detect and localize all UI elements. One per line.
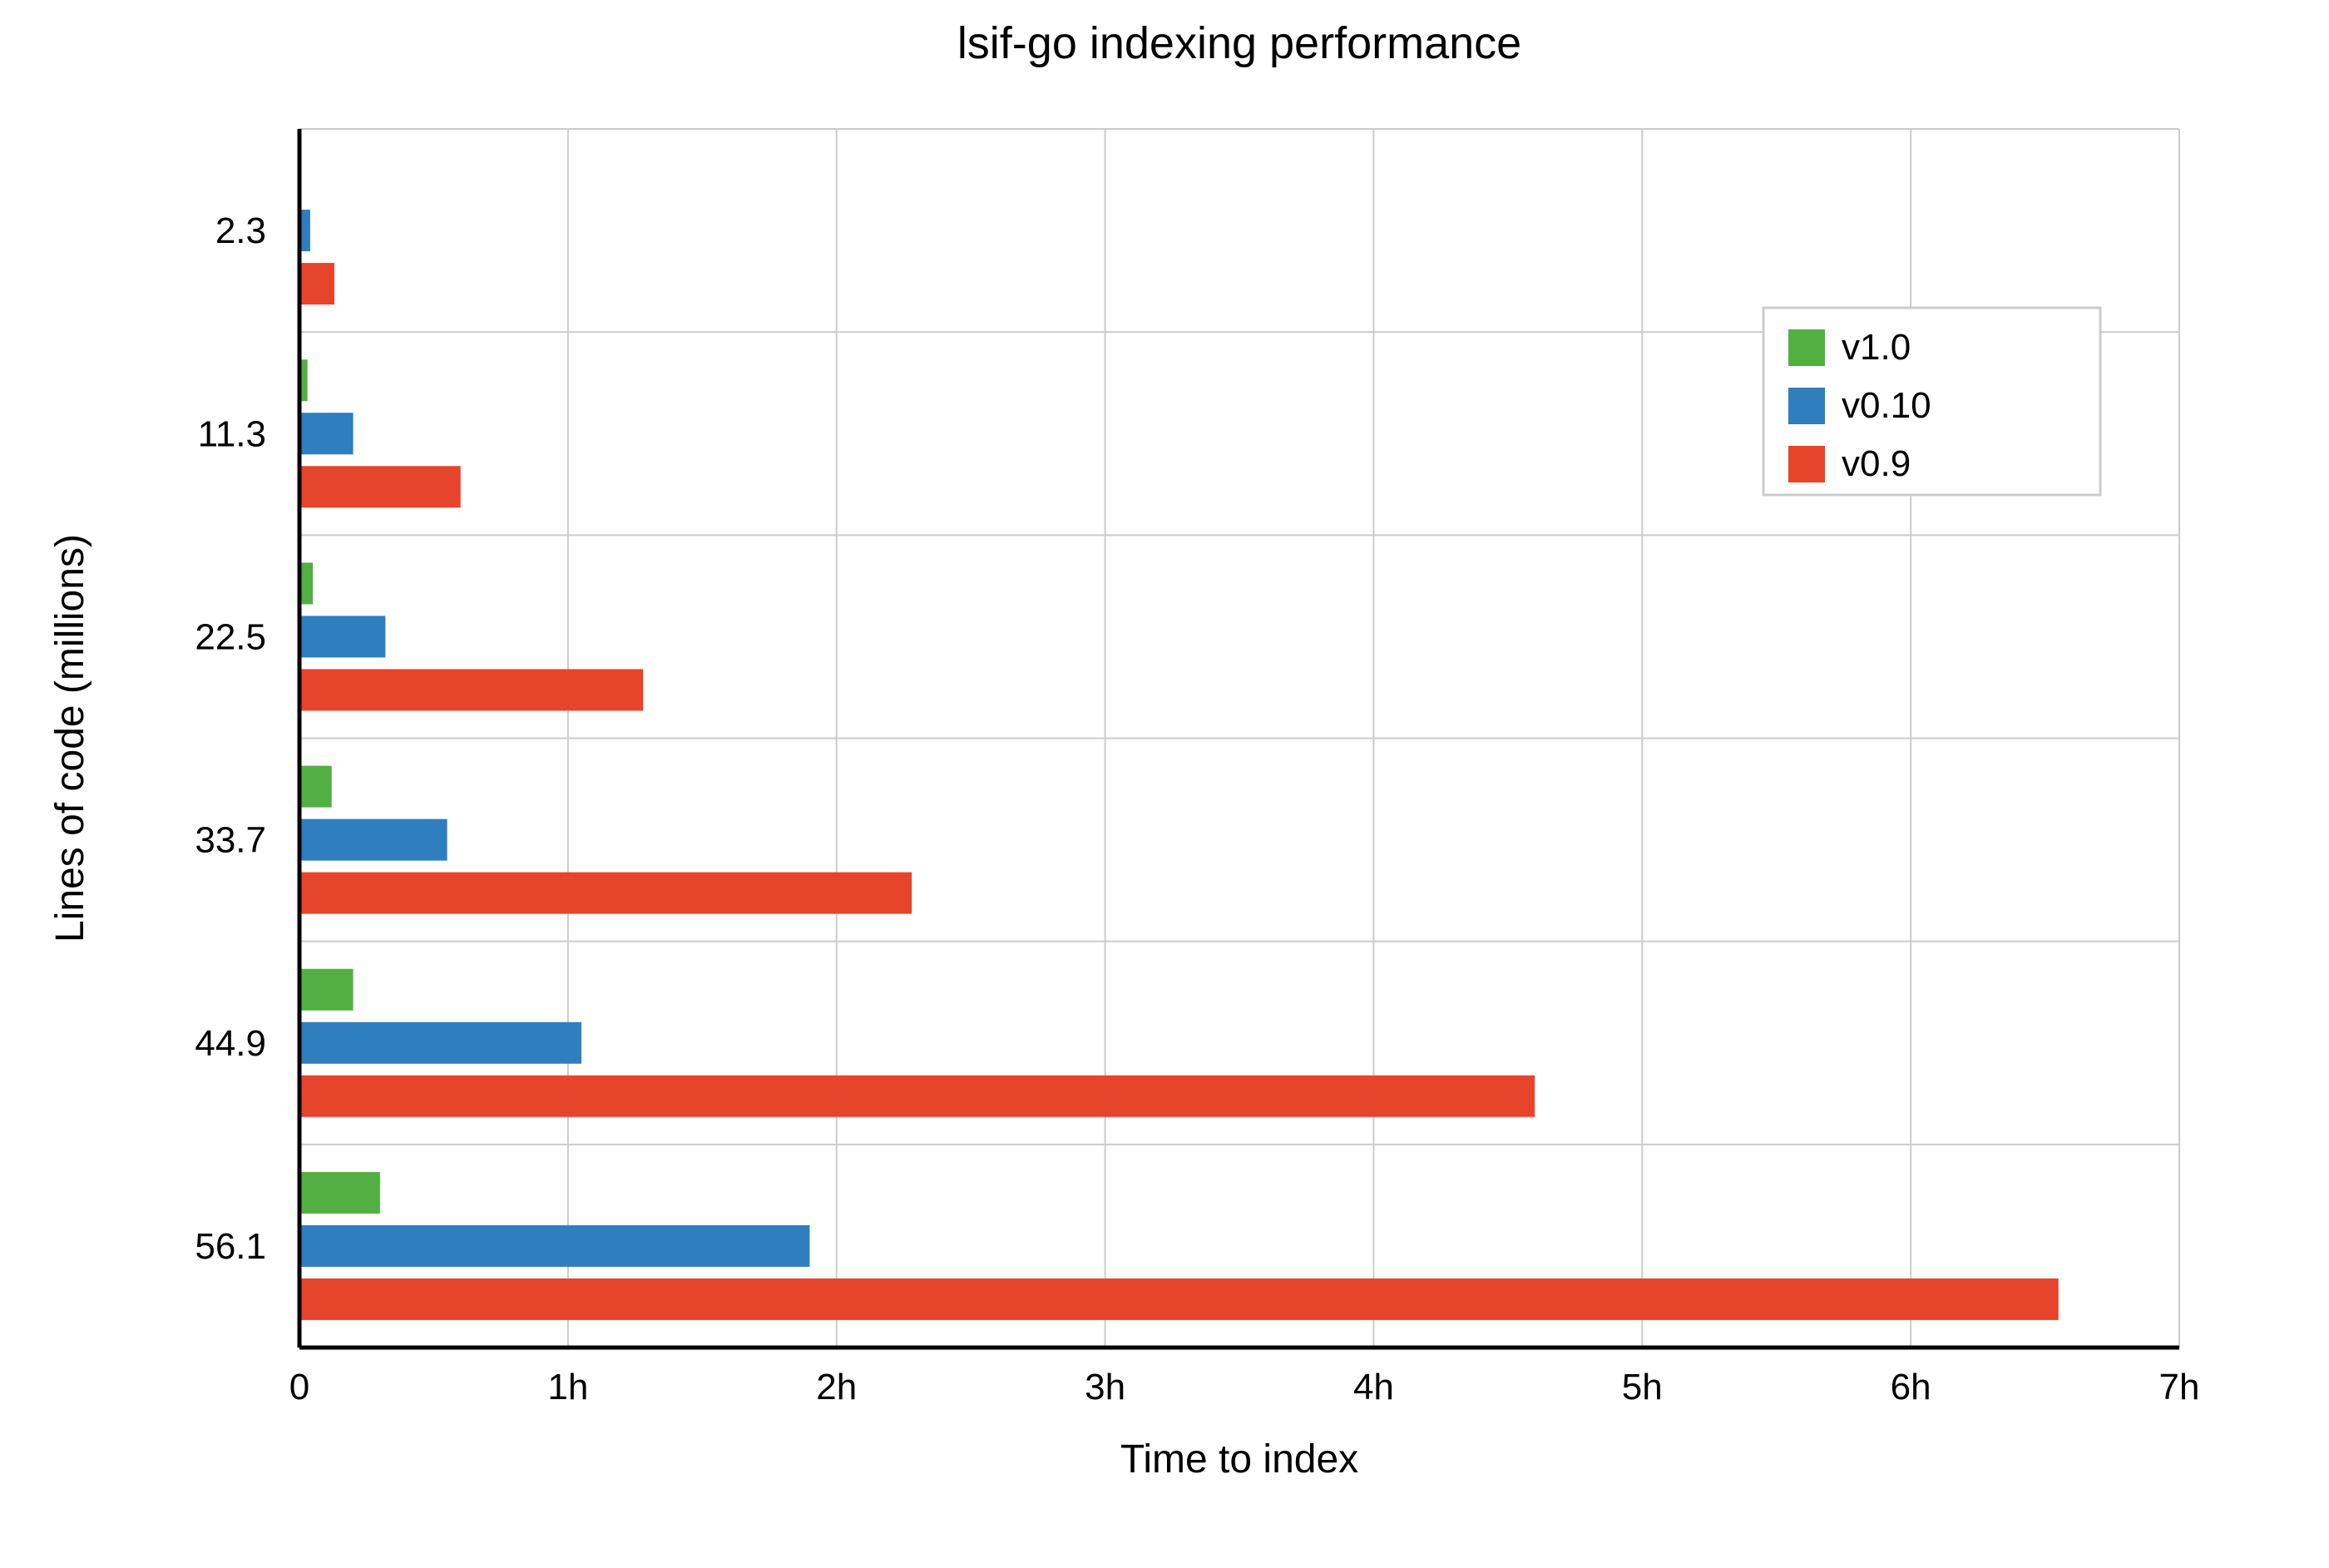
x-tick-label: 0 bbox=[289, 1367, 309, 1407]
bar-v0.10 bbox=[299, 413, 354, 454]
chart-container: 0 1h 2h 3h 4h 5h 6h 7h 2.3 11.3 22.5 33.7 44.9 56.1 ls… bbox=[0, 0, 2329, 1568]
bar-v0.9 bbox=[299, 1279, 2059, 1320]
x-tick-label: 5h bbox=[1622, 1367, 1663, 1407]
bar-v0.9 bbox=[299, 1076, 1535, 1117]
bar-v0.9 bbox=[299, 263, 334, 304]
y-axis-label: Lines of code (millions) bbox=[48, 534, 92, 942]
x-axis-label: Time to index bbox=[1120, 1437, 1358, 1481]
legend-swatch bbox=[1788, 446, 1825, 482]
legend-swatch bbox=[1788, 388, 1825, 424]
legend-label: v1.0 bbox=[1842, 327, 1911, 368]
y-tick-label: 22.5 bbox=[195, 616, 266, 657]
bar-chart: 0 1h 2h 3h 4h 5h 6h 7h 2.3 11.3 22.5 33.7 44.9 56.1 ls… bbox=[0, 0, 2329, 1564]
bar-v0.10 bbox=[299, 616, 385, 657]
x-tick-label: 7h bbox=[2159, 1367, 2200, 1407]
bar-v0.10 bbox=[299, 1225, 809, 1267]
bar-v0.10 bbox=[299, 1022, 581, 1064]
bar-v1.0 bbox=[299, 766, 332, 808]
x-tick-label: 4h bbox=[1353, 1367, 1394, 1407]
x-tick-label: 6h bbox=[1891, 1367, 1931, 1407]
bar-v0.9 bbox=[299, 669, 643, 710]
bar-v0.10 bbox=[299, 819, 448, 861]
y-tick-label: 11.3 bbox=[198, 413, 266, 454]
x-tick-label: 3h bbox=[1085, 1367, 1125, 1407]
bar-v1.0 bbox=[299, 1172, 380, 1214]
y-tick-label: 33.7 bbox=[195, 820, 266, 861]
legend-swatch bbox=[1788, 329, 1825, 366]
chart-title: lsif-go indexing performance bbox=[957, 18, 1521, 68]
y-tick-label: 56.1 bbox=[195, 1226, 266, 1267]
x-tick-label: 2h bbox=[816, 1367, 857, 1407]
legend-label: v0.10 bbox=[1842, 385, 1931, 426]
bar-v0.9 bbox=[299, 873, 912, 914]
bar-v0.9 bbox=[299, 466, 461, 507]
legend-label: v0.9 bbox=[1842, 443, 1911, 484]
x-tick-label: 1h bbox=[547, 1367, 588, 1407]
bar-v1.0 bbox=[299, 969, 354, 1011]
chart-background bbox=[0, 0, 2329, 1564]
y-tick-label: 44.9 bbox=[195, 1023, 266, 1064]
y-tick-label: 2.3 bbox=[215, 210, 266, 251]
